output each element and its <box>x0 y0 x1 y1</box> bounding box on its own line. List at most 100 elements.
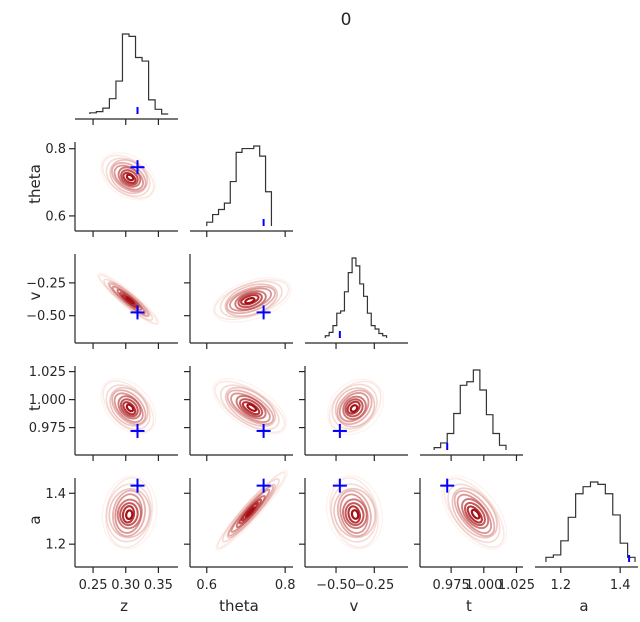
axes-t-theta <box>184 366 293 461</box>
kde-contour-t-a <box>443 477 505 548</box>
histogram-t <box>433 369 507 450</box>
x-tick-label: 0.35 <box>144 578 173 593</box>
true-value-marker-t-a <box>440 478 455 493</box>
x-axis-label-a: a <box>579 597 588 615</box>
kde-contour-z-a <box>105 477 154 549</box>
y-tick-label: −0.50 <box>26 309 66 324</box>
kde-contour-theta-v <box>212 277 292 323</box>
y-tick-label: 0.8 <box>45 142 66 157</box>
kde-contour-theta-v <box>237 292 263 309</box>
x-tick-label: −0.25 <box>354 578 394 593</box>
kde-contour-z-a <box>112 489 146 537</box>
x-tick-label: 0.975 <box>433 578 470 593</box>
kde-contour-z-a <box>121 505 136 524</box>
x-tick-label: 1.000 <box>465 578 502 593</box>
true-value-marker-z-v <box>130 305 145 320</box>
kde-contour-theta-v <box>244 296 256 305</box>
x-tick-label: 0.6 <box>196 578 217 593</box>
kde-contour-v-t <box>349 404 359 413</box>
kde-contour-theta-v <box>224 283 278 317</box>
kde-contour-z-v <box>97 272 160 326</box>
x-tick-label: 0.30 <box>111 578 140 593</box>
kde-contour-v-t <box>336 389 373 426</box>
kde-contour-z-t <box>111 389 147 426</box>
axes-a-z: 0.25 0.30 0.35 1.2 1.4 <box>45 475 178 593</box>
kde-contour-theta-t <box>235 395 267 420</box>
kde-contour-theta-t <box>212 378 288 435</box>
true-value-marker-z-t <box>130 423 145 438</box>
axes-v-theta <box>184 254 293 349</box>
kde-contour-v-a <box>344 502 365 527</box>
kde-contour-z-t <box>122 401 137 416</box>
kde-contour-v-t <box>344 398 364 418</box>
true-value-marker-v-t <box>332 423 347 438</box>
kde-contour-v-t <box>334 387 376 428</box>
true-value-marker-theta-v <box>256 305 271 320</box>
kde-contour-v-t <box>342 395 367 421</box>
kde-contour-z-a <box>105 483 152 543</box>
kde-contour-v-a <box>325 475 384 550</box>
kde-contour-theta-a <box>244 506 256 518</box>
y-tick-label: 1.025 <box>29 365 66 380</box>
kde-contour-theta-t <box>224 386 276 427</box>
y-axis-label-v: v <box>26 291 44 300</box>
true-value-marker-theta-a <box>256 478 271 493</box>
axes-z-z <box>75 33 178 125</box>
kde-contour-t-a <box>451 487 498 539</box>
x-axis-label-theta: theta <box>219 597 259 615</box>
y-tick-label: 0.975 <box>29 421 66 436</box>
kde-contour-theta-t <box>238 398 264 418</box>
kde-contour-z-a <box>116 498 142 530</box>
y-axis-label-a: a <box>26 515 44 524</box>
y-axis-label-theta: theta <box>26 164 44 204</box>
kde-contour-v-a <box>329 477 379 549</box>
kde-contour-v-t <box>331 383 378 430</box>
kde-contour-theta-v <box>234 290 267 311</box>
true-value-marker-theta-t <box>256 423 271 438</box>
histogram-theta <box>206 145 273 226</box>
kde-contour-v-t <box>327 378 385 436</box>
kde-contour-z-a <box>108 488 151 539</box>
y-tick-label: 1.2 <box>45 538 66 553</box>
kde-contour-v-a <box>336 489 372 537</box>
axes-theta-z: 0.6 0.8 <box>45 142 178 237</box>
y-axis-label-t: t <box>26 405 44 411</box>
histogram-v <box>324 257 388 338</box>
kde-contour-v-a <box>342 498 368 530</box>
kde-contour-v-a <box>333 487 377 539</box>
kde-contour-t-a <box>464 501 486 527</box>
true-value-marker-z-a <box>130 478 145 493</box>
kde-contour-v-t <box>346 400 361 415</box>
x-tick-label: −0.50 <box>316 578 356 593</box>
kde-contour-theta-v <box>213 279 290 321</box>
kde-contour-theta-t <box>226 389 275 426</box>
kde-contour-v-a <box>350 509 360 520</box>
kde-contour-v-a <box>347 505 361 524</box>
kde-contour-theta-a <box>215 470 289 551</box>
kde-contour-z-theta <box>117 166 142 188</box>
kde-contour-z-a <box>119 502 139 527</box>
y-tick-label: 1.4 <box>45 487 66 502</box>
kde-contour-t-a <box>470 508 481 520</box>
x-tick-label: 0.8 <box>275 578 296 593</box>
histogram-z <box>89 33 169 115</box>
y-tick-label: 0.6 <box>45 209 66 224</box>
kde-contour-t-a <box>466 505 483 524</box>
axes-v-z: −0.50 −0.25 <box>26 254 178 349</box>
x-tick-label: 1.4 <box>610 578 631 593</box>
axes-a-theta: 0.6 0.8 <box>184 470 296 593</box>
kde-contour-z-t <box>109 386 149 427</box>
kde-contour-z-t <box>102 380 155 434</box>
kde-contour-z-theta <box>120 169 139 186</box>
figure-title: 0 <box>341 10 352 30</box>
true-value-marker-v-a <box>332 478 347 493</box>
axes-t-z: 0.975 1.000 1.025 <box>29 365 178 461</box>
axes-a-a: 1.2 1.4 <box>535 481 638 593</box>
kde-contour-z-theta <box>125 173 135 182</box>
kde-contour-z-t <box>100 377 157 435</box>
kde-contour-t-a <box>461 498 490 530</box>
kde-contour-z-t <box>125 403 135 413</box>
kde-contour-t-a <box>453 490 496 537</box>
axes-t-t <box>420 369 523 461</box>
